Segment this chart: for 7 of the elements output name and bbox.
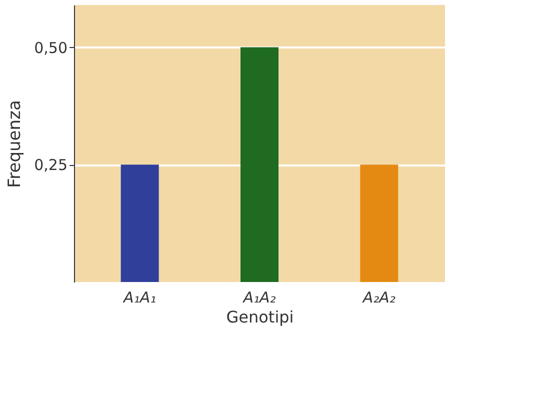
x-axis-title: Genotipi — [226, 308, 294, 326]
x-tick-label: A₂A₂ — [362, 288, 396, 306]
y-tick-label: 0,50 — [34, 38, 68, 57]
y-tick-label: 0,25 — [34, 156, 68, 174]
x-tick-label: A₁A₁ — [122, 288, 156, 306]
y-axis-title: Frequenza — [5, 100, 26, 188]
x-tick-label: A₁A₂ — [242, 288, 276, 306]
